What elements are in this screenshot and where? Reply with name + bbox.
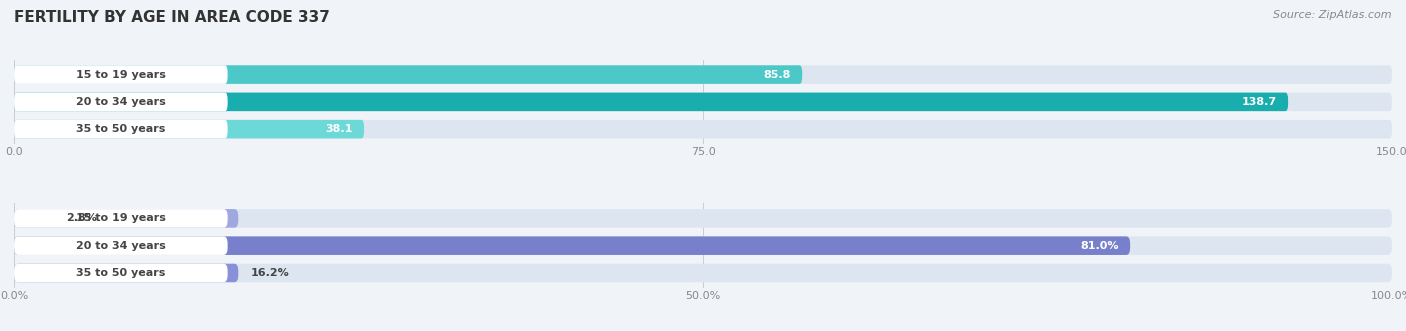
Text: 81.0%: 81.0%	[1081, 241, 1119, 251]
FancyBboxPatch shape	[14, 264, 1392, 282]
FancyBboxPatch shape	[14, 209, 1392, 228]
Text: 38.1: 38.1	[326, 124, 353, 134]
Text: 20 to 34 years: 20 to 34 years	[76, 241, 166, 251]
Text: 138.7: 138.7	[1241, 97, 1277, 107]
FancyBboxPatch shape	[14, 209, 238, 228]
Text: Source: ZipAtlas.com: Source: ZipAtlas.com	[1274, 10, 1392, 20]
FancyBboxPatch shape	[14, 236, 1130, 255]
FancyBboxPatch shape	[14, 65, 803, 84]
Text: 15 to 19 years: 15 to 19 years	[76, 213, 166, 223]
FancyBboxPatch shape	[14, 236, 1392, 255]
Text: 20 to 34 years: 20 to 34 years	[76, 97, 166, 107]
FancyBboxPatch shape	[14, 264, 228, 282]
FancyBboxPatch shape	[14, 93, 228, 111]
FancyBboxPatch shape	[14, 93, 1392, 111]
FancyBboxPatch shape	[14, 65, 228, 84]
FancyBboxPatch shape	[14, 120, 1392, 138]
FancyBboxPatch shape	[14, 93, 1288, 111]
Text: FERTILITY BY AGE IN AREA CODE 337: FERTILITY BY AGE IN AREA CODE 337	[14, 10, 330, 25]
Text: 35 to 50 years: 35 to 50 years	[76, 268, 166, 278]
Text: 2.8%: 2.8%	[66, 213, 97, 223]
FancyBboxPatch shape	[14, 209, 228, 228]
FancyBboxPatch shape	[14, 120, 364, 138]
FancyBboxPatch shape	[14, 120, 228, 138]
FancyBboxPatch shape	[14, 65, 1392, 84]
Text: 15 to 19 years: 15 to 19 years	[76, 70, 166, 79]
Text: 35 to 50 years: 35 to 50 years	[76, 124, 166, 134]
Text: 16.2%: 16.2%	[252, 268, 290, 278]
FancyBboxPatch shape	[14, 236, 228, 255]
FancyBboxPatch shape	[14, 264, 238, 282]
Text: 85.8: 85.8	[763, 70, 792, 79]
